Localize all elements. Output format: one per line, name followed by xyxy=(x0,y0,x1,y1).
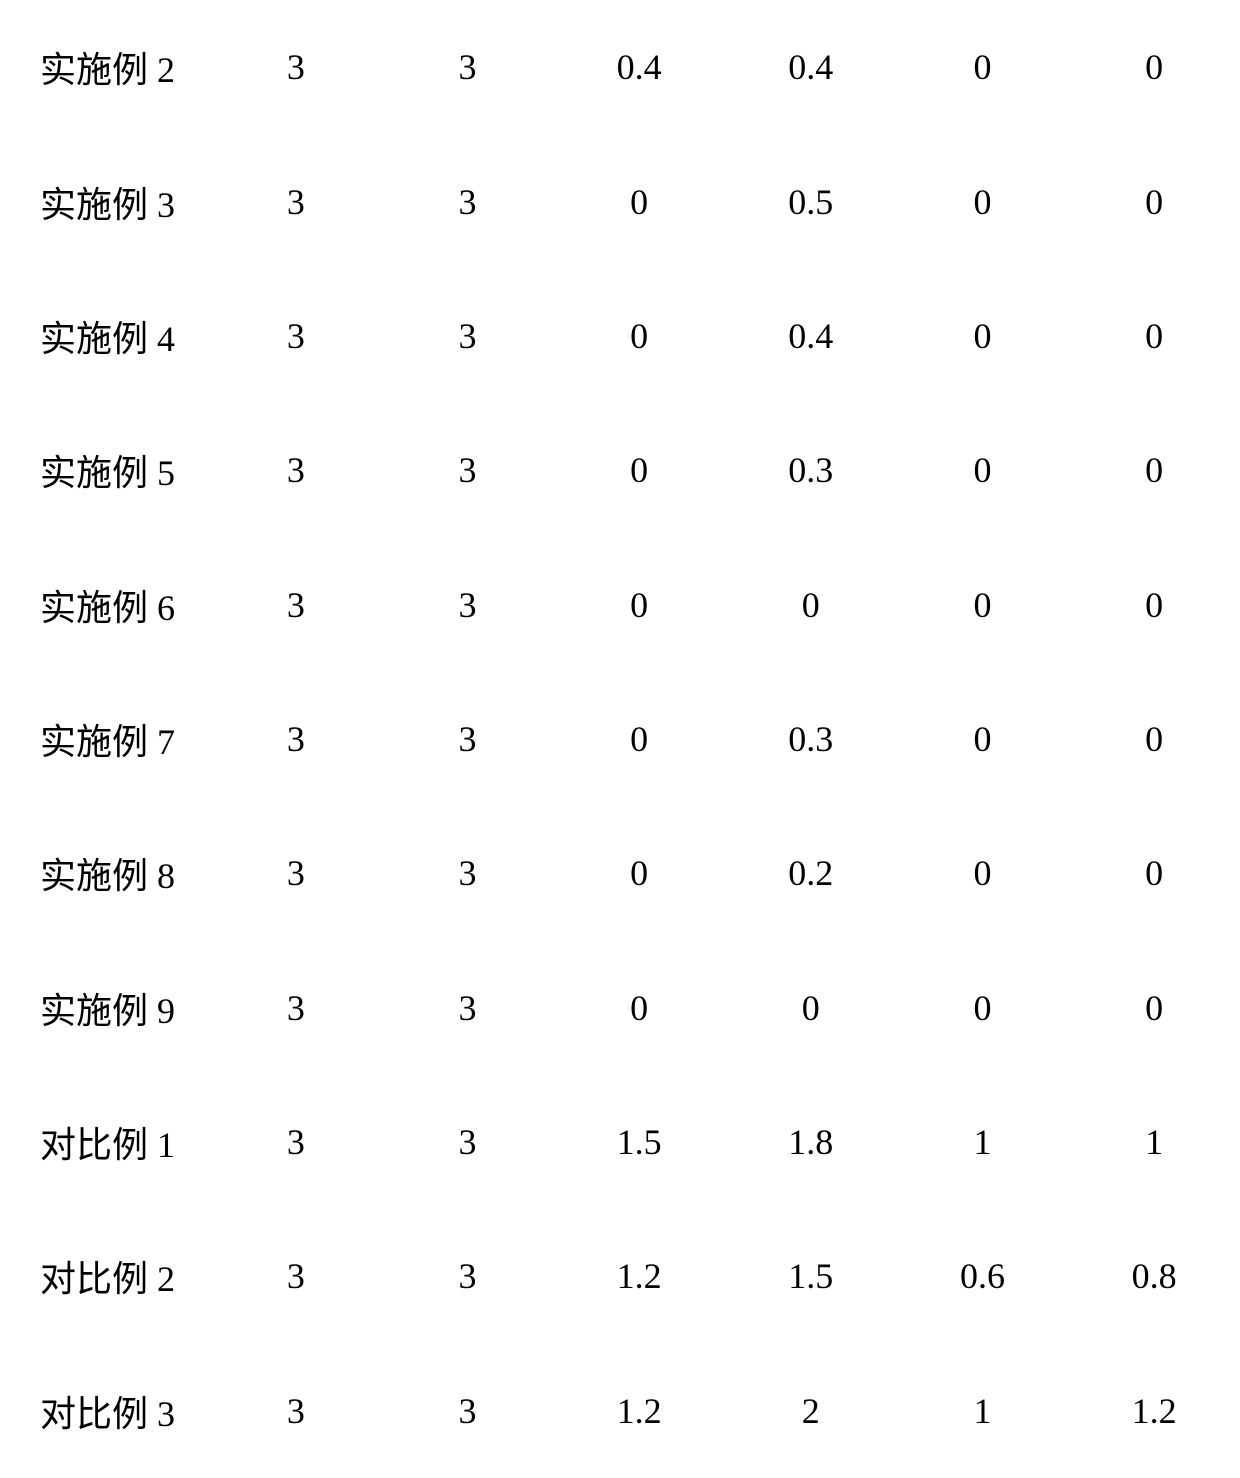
table-row: 实施例 3 3 3 0 0.5 0 0 xyxy=(0,134,1240,268)
row-label: 实施例 9 xyxy=(0,941,210,1075)
table-row: 对比例 1 3 3 1.5 1.8 1 1 xyxy=(0,1075,1240,1209)
cell: 3 xyxy=(210,941,382,1075)
cell: 0 xyxy=(897,806,1069,940)
cell: 0.4 xyxy=(725,269,897,403)
cell: 3 xyxy=(382,806,554,940)
cell: 1 xyxy=(897,1344,1069,1478)
cell: 0.8 xyxy=(1068,1209,1240,1343)
cell: 3 xyxy=(382,0,554,134)
cell: 0 xyxy=(553,672,725,806)
cell: 0 xyxy=(1068,269,1240,403)
table-row: 实施例 7 3 3 0 0.3 0 0 xyxy=(0,672,1240,806)
cell: 1.8 xyxy=(725,1075,897,1209)
cell: 0 xyxy=(553,806,725,940)
cell: 0 xyxy=(1068,806,1240,940)
table-body: 实施例 2 3 3 0.4 0.4 0 0 实施例 3 3 3 0 0.5 0 … xyxy=(0,0,1240,1478)
cell: 0 xyxy=(553,537,725,671)
cell: 3 xyxy=(210,134,382,268)
table-row: 对比例 2 3 3 1.2 1.5 0.6 0.8 xyxy=(0,1209,1240,1343)
cell: 1.2 xyxy=(553,1209,725,1343)
cell: 0.4 xyxy=(725,0,897,134)
cell: 3 xyxy=(210,672,382,806)
cell: 3 xyxy=(210,1075,382,1209)
cell: 0 xyxy=(1068,134,1240,268)
cell: 0 xyxy=(1068,941,1240,1075)
cell: 2 xyxy=(725,1344,897,1478)
cell: 3 xyxy=(382,941,554,1075)
cell: 0 xyxy=(1068,672,1240,806)
cell: 0 xyxy=(725,941,897,1075)
cell: 0 xyxy=(897,269,1069,403)
cell: 0 xyxy=(1068,0,1240,134)
cell: 3 xyxy=(210,1344,382,1478)
row-label: 实施例 4 xyxy=(0,269,210,403)
row-label: 实施例 5 xyxy=(0,403,210,537)
cell: 3 xyxy=(382,134,554,268)
cell: 0.3 xyxy=(725,672,897,806)
cell: 0.5 xyxy=(725,134,897,268)
cell: 0.3 xyxy=(725,403,897,537)
cell: 0 xyxy=(553,941,725,1075)
table-row: 实施例 2 3 3 0.4 0.4 0 0 xyxy=(0,0,1240,134)
cell: 0 xyxy=(725,537,897,671)
data-table: 实施例 2 3 3 0.4 0.4 0 0 实施例 3 3 3 0 0.5 0 … xyxy=(0,0,1240,1478)
cell: 3 xyxy=(210,0,382,134)
row-label: 对比例 3 xyxy=(0,1344,210,1478)
cell: 1.2 xyxy=(1068,1344,1240,1478)
cell: 3 xyxy=(210,269,382,403)
table-row: 实施例 6 3 3 0 0 0 0 xyxy=(0,537,1240,671)
cell: 0.2 xyxy=(725,806,897,940)
cell: 0 xyxy=(1068,403,1240,537)
row-label: 实施例 8 xyxy=(0,806,210,940)
row-label: 对比例 1 xyxy=(0,1075,210,1209)
cell: 0 xyxy=(553,269,725,403)
cell: 3 xyxy=(210,403,382,537)
cell: 3 xyxy=(382,672,554,806)
cell: 1 xyxy=(897,1075,1069,1209)
cell: 3 xyxy=(382,1209,554,1343)
cell: 3 xyxy=(382,1344,554,1478)
cell: 1.5 xyxy=(553,1075,725,1209)
table-row: 实施例 5 3 3 0 0.3 0 0 xyxy=(0,403,1240,537)
page: 实施例 2 3 3 0.4 0.4 0 0 实施例 3 3 3 0 0.5 0 … xyxy=(0,0,1240,1478)
cell: 0 xyxy=(553,403,725,537)
row-label: 实施例 6 xyxy=(0,537,210,671)
table-row: 对比例 3 3 3 1.2 2 1 1.2 xyxy=(0,1344,1240,1478)
cell: 3 xyxy=(210,806,382,940)
cell: 0 xyxy=(1068,537,1240,671)
cell: 0 xyxy=(897,941,1069,1075)
cell: 3 xyxy=(382,269,554,403)
cell: 0.4 xyxy=(553,0,725,134)
cell: 0 xyxy=(897,134,1069,268)
row-label: 实施例 2 xyxy=(0,0,210,134)
cell: 0 xyxy=(553,134,725,268)
cell: 3 xyxy=(382,537,554,671)
cell: 3 xyxy=(210,537,382,671)
row-label: 对比例 2 xyxy=(0,1209,210,1343)
row-label: 实施例 7 xyxy=(0,672,210,806)
cell: 0 xyxy=(897,537,1069,671)
table-row: 实施例 8 3 3 0 0.2 0 0 xyxy=(0,806,1240,940)
cell: 1.5 xyxy=(725,1209,897,1343)
table-row: 实施例 4 3 3 0 0.4 0 0 xyxy=(0,269,1240,403)
cell: 1.2 xyxy=(553,1344,725,1478)
cell: 0 xyxy=(897,0,1069,134)
cell: 3 xyxy=(210,1209,382,1343)
cell: 3 xyxy=(382,403,554,537)
cell: 0 xyxy=(897,403,1069,537)
cell: 0 xyxy=(897,672,1069,806)
row-label: 实施例 3 xyxy=(0,134,210,268)
cell: 1 xyxy=(1068,1075,1240,1209)
cell: 0.6 xyxy=(897,1209,1069,1343)
table-row: 实施例 9 3 3 0 0 0 0 xyxy=(0,941,1240,1075)
cell: 3 xyxy=(382,1075,554,1209)
